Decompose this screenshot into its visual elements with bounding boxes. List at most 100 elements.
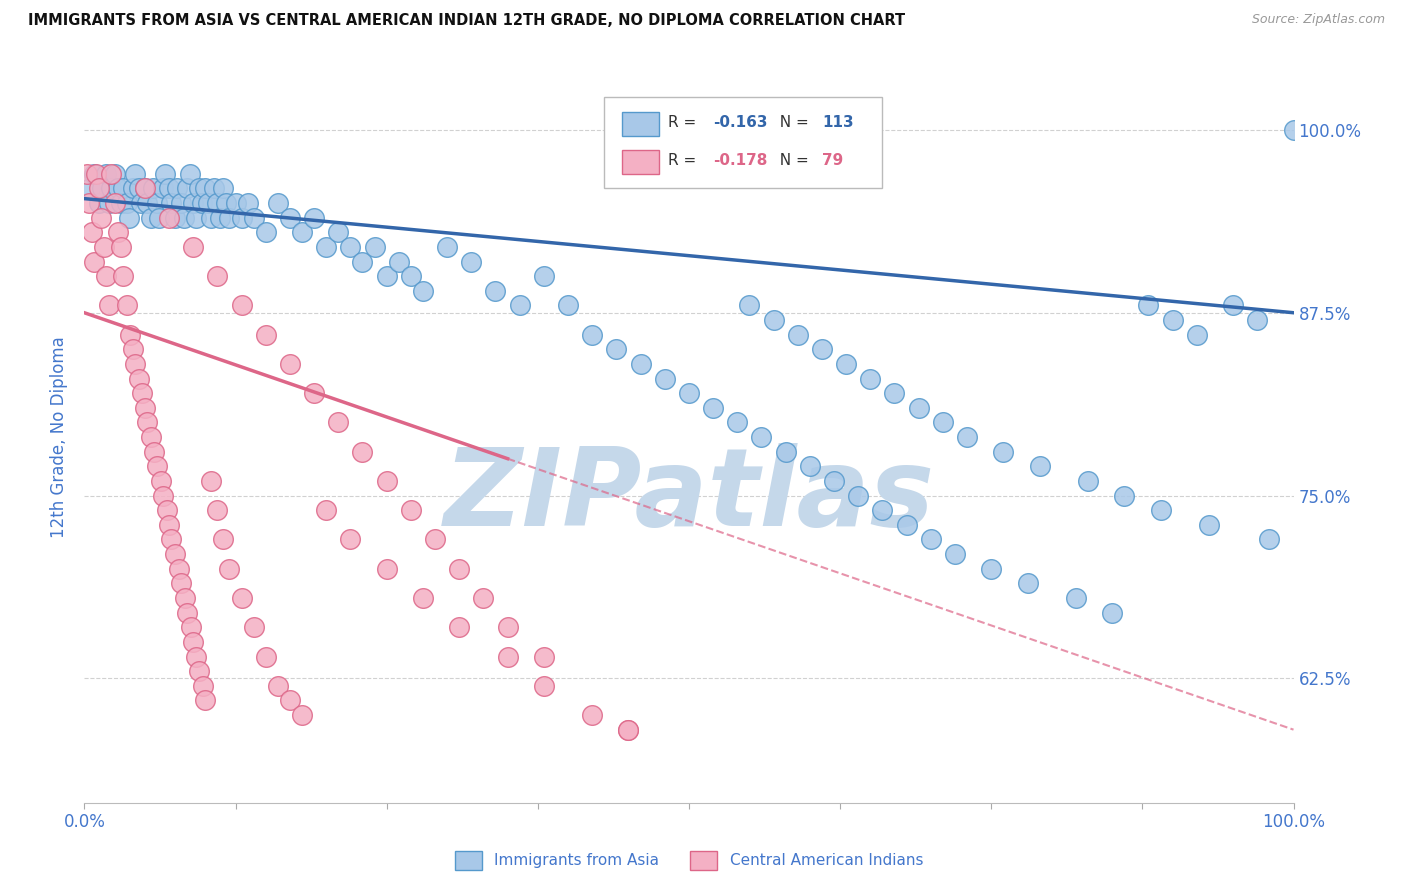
Point: [460, 254, 482, 268]
Point: [118, 211, 141, 225]
Point: [509, 298, 531, 312]
Point: [883, 386, 905, 401]
Point: [115, 196, 138, 211]
Point: [702, 401, 724, 415]
Point: [484, 284, 506, 298]
Point: [328, 416, 350, 430]
Point: [134, 181, 156, 195]
Point: [181, 196, 204, 211]
Point: [91, 181, 114, 195]
Point: [846, 489, 869, 503]
Point: [90, 211, 112, 225]
Point: [107, 225, 129, 239]
Point: [449, 562, 471, 576]
Point: [115, 298, 138, 312]
Point: [1017, 576, 1039, 591]
Point: [943, 547, 966, 561]
Point: [1198, 517, 1220, 532]
Text: N =: N =: [770, 115, 814, 130]
Point: [557, 298, 579, 312]
Point: [94, 167, 117, 181]
Point: [104, 196, 127, 211]
Point: [110, 196, 132, 211]
Point: [302, 211, 325, 225]
Point: [725, 416, 748, 430]
Text: Source: ZipAtlas.com: Source: ZipAtlas.com: [1251, 13, 1385, 27]
Point: [121, 343, 143, 357]
Point: [496, 620, 519, 634]
Point: [139, 211, 162, 225]
Point: [104, 167, 127, 181]
Point: [134, 401, 156, 415]
Point: [83, 254, 105, 268]
Point: [100, 181, 122, 195]
Point: [170, 196, 193, 211]
Point: [83, 167, 105, 181]
Point: [112, 181, 135, 195]
Point: [208, 211, 231, 225]
Point: [617, 723, 640, 737]
Point: [617, 723, 640, 737]
Point: [188, 181, 211, 195]
Point: [212, 181, 235, 195]
Point: [93, 240, 115, 254]
Point: [94, 269, 117, 284]
Point: [76, 167, 98, 181]
Point: [166, 181, 188, 195]
Point: [291, 225, 314, 239]
Point: [896, 517, 918, 532]
Point: [315, 240, 337, 254]
Point: [254, 649, 277, 664]
Point: [993, 444, 1015, 458]
Point: [87, 181, 110, 195]
Text: IMMIGRANTS FROM ASIA VS CENTRAL AMERICAN INDIAN 12TH GRADE, NO DIPLOMA CORRELATI: IMMIGRANTS FROM ASIA VS CENTRAL AMERICAN…: [28, 13, 905, 29]
Point: [859, 371, 882, 385]
Point: [202, 181, 225, 195]
Text: R =: R =: [668, 115, 702, 130]
Point: [581, 327, 603, 342]
Point: [231, 591, 253, 605]
Text: 113: 113: [823, 115, 853, 130]
Point: [110, 240, 132, 254]
Point: [267, 679, 290, 693]
Point: [225, 196, 247, 211]
Point: [291, 708, 314, 723]
Point: [352, 254, 374, 268]
FancyBboxPatch shape: [605, 97, 883, 188]
Point: [472, 591, 495, 605]
Point: [155, 503, 177, 517]
Point: [139, 430, 162, 444]
Point: [1114, 489, 1136, 503]
Point: [176, 181, 198, 195]
Point: [533, 679, 555, 693]
Point: [167, 562, 190, 576]
Point: [143, 444, 166, 458]
Text: 79: 79: [823, 153, 844, 168]
Point: [907, 401, 929, 415]
Point: [339, 533, 361, 547]
Point: [181, 635, 204, 649]
Point: [436, 240, 458, 254]
Point: [1185, 327, 1208, 342]
Point: [87, 196, 110, 211]
Point: [920, 533, 942, 547]
Point: [148, 211, 170, 225]
Point: [136, 416, 159, 430]
Point: [328, 225, 350, 239]
Point: [399, 269, 422, 284]
Point: [932, 416, 955, 430]
Point: [496, 649, 519, 664]
Point: [97, 196, 120, 211]
Point: [149, 474, 172, 488]
Point: [231, 298, 253, 312]
Point: [184, 649, 207, 664]
Point: [762, 313, 785, 327]
Point: [173, 591, 195, 605]
Point: [179, 167, 201, 181]
Point: [1258, 533, 1281, 547]
Point: [194, 693, 217, 707]
Point: [218, 562, 240, 576]
Point: [134, 181, 156, 195]
Point: [146, 459, 169, 474]
Point: [157, 517, 180, 532]
